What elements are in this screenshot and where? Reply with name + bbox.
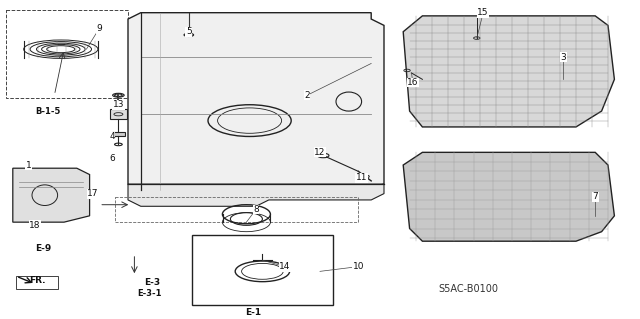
Text: B-1-5: B-1-5 [35, 107, 61, 115]
Text: 6: 6 [109, 154, 115, 163]
Text: 10: 10 [353, 262, 364, 271]
Polygon shape [110, 109, 127, 119]
Polygon shape [128, 13, 384, 190]
Text: FR.: FR. [29, 276, 45, 286]
Text: 18: 18 [29, 221, 41, 230]
Text: 5: 5 [186, 27, 191, 36]
Polygon shape [403, 16, 614, 127]
Text: 9: 9 [97, 24, 102, 33]
Polygon shape [128, 184, 384, 206]
Text: 8: 8 [253, 205, 259, 214]
Text: 3: 3 [561, 53, 566, 62]
Text: 16: 16 [407, 78, 419, 87]
Text: 11: 11 [356, 173, 367, 182]
Polygon shape [112, 132, 125, 137]
Text: 4: 4 [109, 132, 115, 141]
Polygon shape [403, 152, 614, 241]
Text: 2: 2 [305, 91, 310, 100]
Text: 17: 17 [87, 189, 99, 198]
FancyBboxPatch shape [6, 10, 128, 98]
Text: 7: 7 [593, 192, 598, 201]
Text: E-1: E-1 [244, 308, 261, 317]
Text: E-3-1: E-3-1 [138, 289, 162, 298]
Text: E-3: E-3 [144, 278, 160, 287]
Bar [192, 235, 333, 305]
Text: 14: 14 [279, 262, 291, 271]
Text: 1: 1 [26, 160, 31, 169]
Bar [16, 276, 58, 289]
Text: 12: 12 [314, 148, 326, 157]
Text: E-9: E-9 [35, 244, 51, 253]
Text: 13: 13 [113, 100, 124, 109]
Text: 15: 15 [477, 8, 489, 17]
Polygon shape [13, 168, 90, 222]
Text: S5AC-B0100: S5AC-B0100 [438, 284, 499, 294]
